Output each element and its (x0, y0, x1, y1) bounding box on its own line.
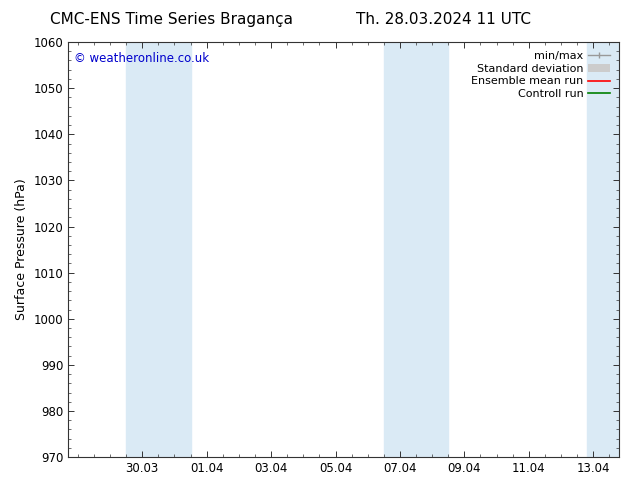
Bar (384, 42, 448, 457)
Legend: min/max, Standard deviation, Ensemble mean run, Controll run: min/max, Standard deviation, Ensemble me… (468, 48, 614, 102)
Text: CMC-ENS Time Series Bragança: CMC-ENS Time Series Bragança (49, 12, 293, 27)
Bar (587, 42, 619, 457)
Text: Th. 28.03.2024 11 UTC: Th. 28.03.2024 11 UTC (356, 12, 531, 27)
Bar (126, 42, 191, 457)
Y-axis label: Surface Pressure (hPa): Surface Pressure (hPa) (15, 179, 28, 320)
Text: © weatheronline.co.uk: © weatheronline.co.uk (74, 52, 209, 66)
